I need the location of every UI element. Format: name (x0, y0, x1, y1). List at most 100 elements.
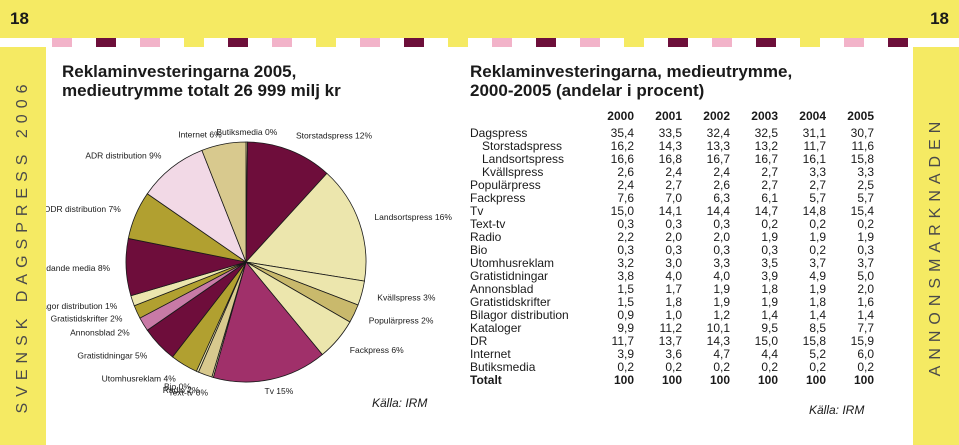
table-row-label: DR (470, 334, 488, 348)
table-cell: 1,2 (713, 308, 730, 322)
table-header-year: 2005 (847, 109, 874, 123)
table-cell: 2,5 (857, 178, 874, 192)
table-cell: 11,6 (851, 139, 874, 153)
table-cell: 0,2 (665, 360, 682, 374)
pie-slice-label: Kataloger/vägledande media 8% (46, 263, 111, 273)
table-row: Bio 0,3 0,3 0,3 0,3 0,2 0,3 (470, 244, 874, 257)
table-row: Populärpress 2,4 2,7 2,6 2,7 2,7 2,5 (470, 179, 874, 192)
strip-block (404, 38, 424, 47)
table-cell: 0,3 (617, 243, 634, 257)
table-row-label: Internet (470, 347, 511, 361)
table-cell: 14,3 (706, 334, 730, 348)
pie-chart-source: Källa: IRM (372, 396, 428, 410)
table-cell: 3,7 (809, 256, 826, 270)
pie-slice-label: Butiksmedia 0% (216, 127, 277, 137)
table-cell: 0,2 (809, 243, 826, 257)
table-cell: 30,7 (850, 126, 874, 140)
table-row: Dagspress 35,4 33,5 32,4 32,5 31,1 30,7 (470, 127, 874, 140)
table-cell: 32,5 (754, 126, 778, 140)
table-row-label: Kvällspress (482, 165, 544, 179)
table-row-label: Populärpress (470, 178, 541, 192)
table-row-label: Landsortspress (482, 152, 565, 166)
pie-chart-title: Reklaminvesteringarna 2005, medieutrymme… (62, 62, 442, 100)
strip-block (756, 38, 776, 47)
pie-slice-label: ADR distribution 9% (85, 151, 162, 161)
strip-block (184, 38, 204, 47)
table-cell: 0,2 (617, 360, 634, 374)
table-cell: 0,2 (761, 360, 778, 374)
table-cell: 2,6 (713, 178, 730, 192)
pie-slice-label: Bilagor distribution 1% (46, 301, 118, 311)
table-cell: 0,2 (713, 360, 730, 374)
table-cell: 4,7 (713, 347, 730, 361)
pie-slice-label: Radio 2% (163, 385, 200, 395)
data-table: 2000 2001 2002 2003 2004 2005 Dagspress 35,4 33… (470, 110, 874, 387)
strip-block (492, 38, 512, 47)
strip-block (800, 38, 820, 47)
table-cell: 4,0 (713, 269, 730, 283)
table-row: Utomhusreklam 3,2 3,0 3,3 3,5 3,7 3,7 (470, 257, 874, 270)
table-cell: 6,1 (761, 191, 778, 205)
table-cell: 1,8 (665, 295, 682, 309)
table-row-label: Bilagor distribution (470, 308, 569, 322)
table-cell: 3,3 (857, 165, 874, 179)
table-cell: 2,6 (617, 165, 634, 179)
table-cell: 14,8 (802, 204, 826, 218)
table-cell: 15,9 (850, 334, 874, 348)
table-cell: 0,2 (857, 360, 874, 374)
strip-block (448, 38, 468, 47)
table-cell: 16,7 (754, 152, 778, 166)
table-cell: 0,2 (761, 217, 778, 231)
table-cell: 3,3 (809, 165, 826, 179)
table-cell: 31,1 (802, 126, 826, 140)
table-cell: 3,9 (617, 347, 634, 361)
pie-slice-label: Tv 15% (265, 386, 294, 396)
table-cell: 0,3 (713, 217, 730, 231)
table-row-label: Dagspress (470, 126, 528, 140)
pie-slice-label: Bio 0% (164, 381, 191, 391)
strip-block (888, 38, 908, 47)
table-cell: 10,1 (706, 321, 730, 335)
pie-chart-title-line-2: medieutrymme totalt 26 999 milj kr (62, 81, 341, 100)
table-row: Annonsblad 1,5 1,7 1,9 1,8 1,9 2,0 (470, 283, 874, 296)
table-row-label: Annonsblad (470, 282, 534, 296)
pie-slice-label: Landsortspress 16% (374, 212, 452, 222)
pie-slice-label: Storstadspress 12% (296, 131, 373, 141)
table-cell: 0,2 (809, 217, 826, 231)
table-cell: 0,9 (617, 308, 634, 322)
table-row: Gratistidningar 3,8 4,0 4,0 3,9 4,9 5,0 (470, 270, 874, 283)
table-cell: 0,3 (857, 243, 874, 257)
table-header-year: 2002 (703, 109, 730, 123)
table-row-label: Gratistidningar (470, 269, 549, 283)
table-cell: 2,4 (713, 165, 730, 179)
left-sidebar: SVENSK DAGSPRESS 2006 (0, 47, 46, 445)
table-cell: 2,4 (617, 178, 634, 192)
pie-slice (212, 261, 323, 383)
table-cell: 1,7 (665, 282, 682, 296)
table-cell: 9,5 (761, 321, 778, 335)
table-cell: 1,0 (665, 308, 682, 322)
pie-chart-title-line-1: Reklaminvesteringarna 2005, (62, 62, 297, 81)
table-header-year: 2001 (655, 109, 682, 123)
pie-slice-label: Annonsblad 2% (70, 328, 130, 338)
table-cell: 14,1 (658, 204, 682, 218)
table-row: Bilagor distribution 0,9 1,0 1,2 1,4 1,4 1,4 (470, 309, 874, 322)
table-cell: 1,9 (761, 295, 778, 309)
table-cell: 1,9 (713, 282, 730, 296)
strip-block (228, 38, 248, 47)
table-cell: 1,6 (857, 295, 874, 309)
table-header-corner (470, 110, 586, 127)
table-cell: 2,7 (809, 178, 826, 192)
table-cell: 2,0 (857, 282, 874, 296)
pie-slice-label: Fackpress 6% (350, 345, 404, 355)
table-cell: 0,2 (857, 217, 874, 231)
table-cell: 1,9 (713, 295, 730, 309)
table-cell: 2,7 (761, 165, 778, 179)
table-cell: 1,4 (857, 308, 874, 322)
table-cell: 3,5 (761, 256, 778, 270)
pie-slice (201, 141, 247, 263)
table-cell: 16,6 (610, 152, 634, 166)
table-cell: 4,0 (665, 269, 682, 283)
table-row-label: Totalt (470, 373, 502, 387)
strip-block (580, 38, 600, 47)
